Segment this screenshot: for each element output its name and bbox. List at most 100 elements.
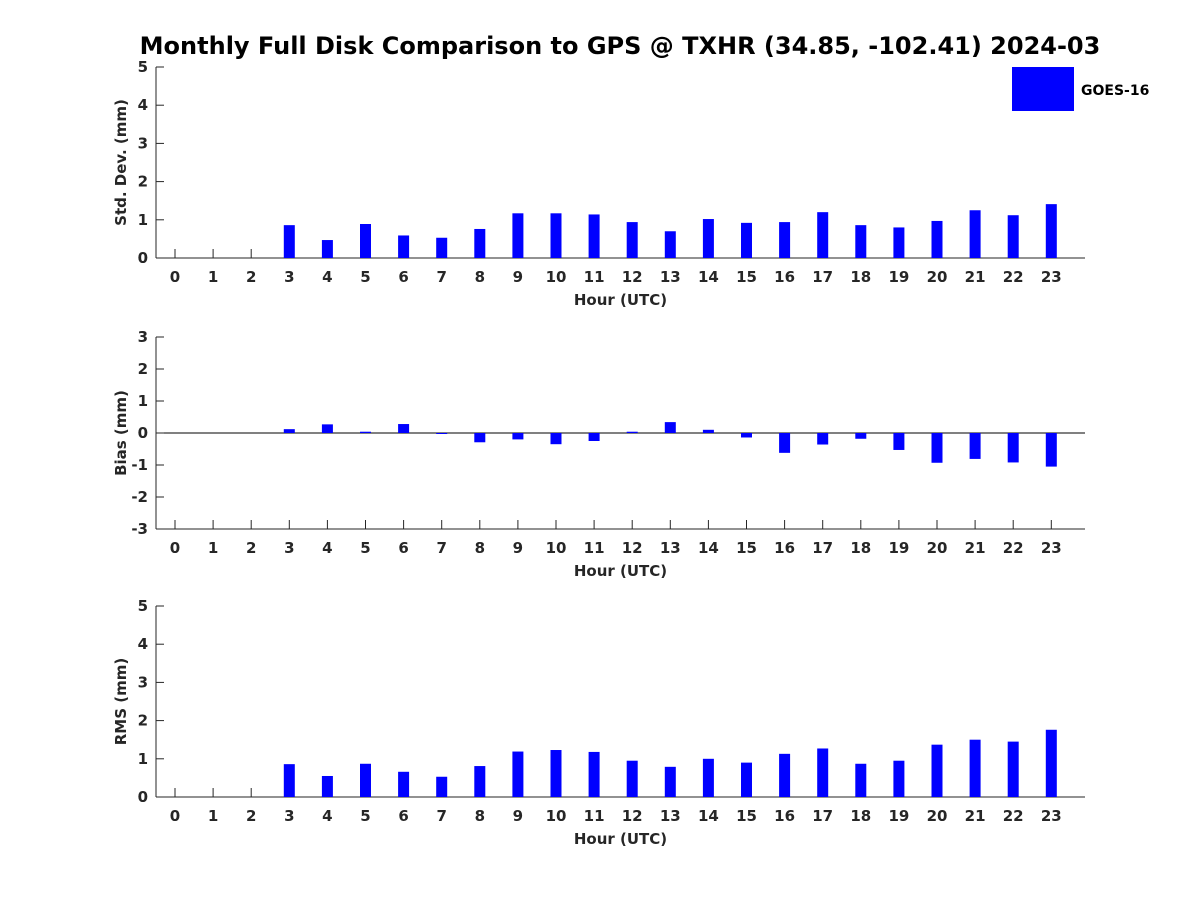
bias-y-axis-label: Bias (mm) (112, 390, 130, 476)
bias-x-tick-label: 17 (812, 539, 833, 557)
rms-bar-hour-16 (779, 753, 791, 797)
bias-x-tick-label: 7 (436, 539, 446, 557)
bias-bar-hour-16 (779, 433, 791, 453)
rms-bar-hour-6 (398, 771, 410, 797)
rms-bar-hour-17 (817, 748, 829, 797)
bias-x-tick-label: 6 (398, 539, 408, 557)
bias-x-tick-label: 1 (208, 539, 218, 557)
rms-x-tick-label: 11 (584, 807, 605, 825)
bias-bar-hour-8 (474, 433, 486, 443)
stddev-x-tick-label: 3 (284, 268, 294, 286)
stddev-bar-hour-18 (855, 225, 867, 258)
stddev-y-axis-label: Std. Dev. (mm) (112, 99, 130, 226)
stddev-y-tick-label: 0 (138, 249, 148, 267)
stddev-x-tick-label: 13 (660, 268, 681, 286)
rms-bar-hour-18 (855, 763, 867, 797)
stddev-bar-hour-3 (283, 225, 295, 258)
rms-x-tick-label: 22 (1003, 807, 1024, 825)
stddev-bar-hour-20 (931, 220, 943, 258)
bias-bar-hour-5 (360, 431, 371, 433)
stddev-x-tick-label: 19 (888, 268, 909, 286)
rms-bar-hour-22 (1007, 741, 1019, 797)
stddev-x-tick-label: 5 (360, 268, 370, 286)
rms-x-tick-label: 13 (660, 807, 681, 825)
stddev-bar-hour-6 (398, 235, 410, 258)
bias-bar-hour-22 (1007, 433, 1019, 463)
rms-x-tick-label: 2 (246, 807, 256, 825)
bias-bar-hour-18 (855, 433, 867, 439)
rms-x-tick-label: 7 (436, 807, 446, 825)
stddev-x-tick-label: 2 (246, 268, 256, 286)
rms-bar-hour-8 (474, 766, 486, 797)
bias-x-tick-label: 20 (927, 539, 948, 557)
rms-y-tick-label: 3 (138, 673, 148, 691)
stddev-y-tick-label: 5 (138, 58, 148, 76)
bias-bar-hour-10 (550, 433, 562, 445)
stddev-bar-hour-23 (1045, 204, 1057, 258)
stddev-y-tick-label: 3 (138, 134, 148, 152)
bias-bar-hour-21 (969, 433, 981, 459)
bias-bar-hour-3 (283, 429, 295, 433)
stddev-x-tick-label: 18 (850, 268, 871, 286)
rms-y-tick-label: 0 (138, 788, 148, 806)
bias-x-tick-label: 22 (1003, 539, 1024, 557)
bias-bar-hour-9 (512, 433, 524, 440)
rms-bar-hour-7 (436, 776, 448, 797)
rms-bar-hour-20 (931, 744, 943, 797)
bias-bar-hour-17 (817, 433, 829, 445)
stddev-x-tick-label: 21 (965, 268, 986, 286)
rms-x-tick-label: 8 (475, 807, 485, 825)
bias-x-tick-label: 16 (774, 539, 795, 557)
rms-y-tick-label: 4 (138, 635, 148, 653)
rms-bar-hour-23 (1045, 729, 1057, 797)
stddev-x-tick-label: 8 (475, 268, 485, 286)
stddev-x-tick-label: 9 (513, 268, 523, 286)
stddev-bar-hour-5 (360, 224, 371, 258)
bias-y-tick-label: -2 (131, 488, 148, 506)
bias-bar-hour-6 (398, 424, 410, 433)
rms-bar-hour-5 (360, 763, 371, 797)
rms-x-tick-label: 18 (850, 807, 871, 825)
bias-x-tick-label: 18 (850, 539, 871, 557)
rms-x-tick-label: 1 (208, 807, 218, 825)
legend-label: GOES-16 (1081, 83, 1149, 99)
bias-bar-hour-7 (436, 433, 448, 434)
rms-x-tick-label: 20 (927, 807, 948, 825)
bias-y-tick-label: 3 (138, 328, 148, 346)
stddev-bar-hour-21 (969, 210, 981, 258)
stddev-bar-hour-19 (893, 227, 905, 258)
stddev-bar-hour-17 (817, 212, 829, 258)
bias-y-tick-label: 2 (138, 360, 148, 378)
bias-x-axis-label: Hour (UTC) (574, 562, 667, 580)
stddev-y-tick-label: 1 (138, 211, 148, 229)
bias-x-tick-label: 15 (736, 539, 757, 557)
legend: GOES-16 (1012, 67, 1149, 111)
bias-bar-hour-13 (664, 422, 676, 433)
stddev-x-axis-label: Hour (UTC) (574, 291, 667, 309)
stddev-x-tick-label: 22 (1003, 268, 1024, 286)
bias-x-tick-label: 2 (246, 539, 256, 557)
rms-bar-hour-10 (550, 750, 562, 797)
stddev-x-tick-label: 15 (736, 268, 757, 286)
rms-bar-hour-14 (702, 758, 714, 797)
rms-bar-hour-21 (969, 739, 981, 797)
rms-bar-hour-11 (588, 751, 600, 797)
stddev-bar-hour-12 (626, 222, 638, 258)
bias-bar-hour-20 (931, 433, 943, 463)
stddev-x-tick-label: 14 (698, 268, 719, 286)
stddev-x-tick-label: 17 (812, 268, 833, 286)
bias-x-tick-label: 8 (475, 539, 485, 557)
rms-x-tick-label: 23 (1041, 807, 1062, 825)
rms-bar-hour-15 (741, 762, 752, 797)
bias-x-tick-label: 5 (360, 539, 370, 557)
bias-x-tick-label: 13 (660, 539, 681, 557)
stddev-x-tick-label: 10 (546, 268, 567, 286)
stddev-x-tick-label: 0 (170, 268, 180, 286)
bias-bar-hour-14 (702, 429, 714, 433)
rms-x-tick-label: 15 (736, 807, 757, 825)
stddev-bar-hour-16 (779, 222, 791, 258)
stddev-x-tick-label: 20 (927, 268, 948, 286)
rms-x-tick-label: 10 (546, 807, 567, 825)
rms-bar-hour-19 (893, 760, 905, 797)
